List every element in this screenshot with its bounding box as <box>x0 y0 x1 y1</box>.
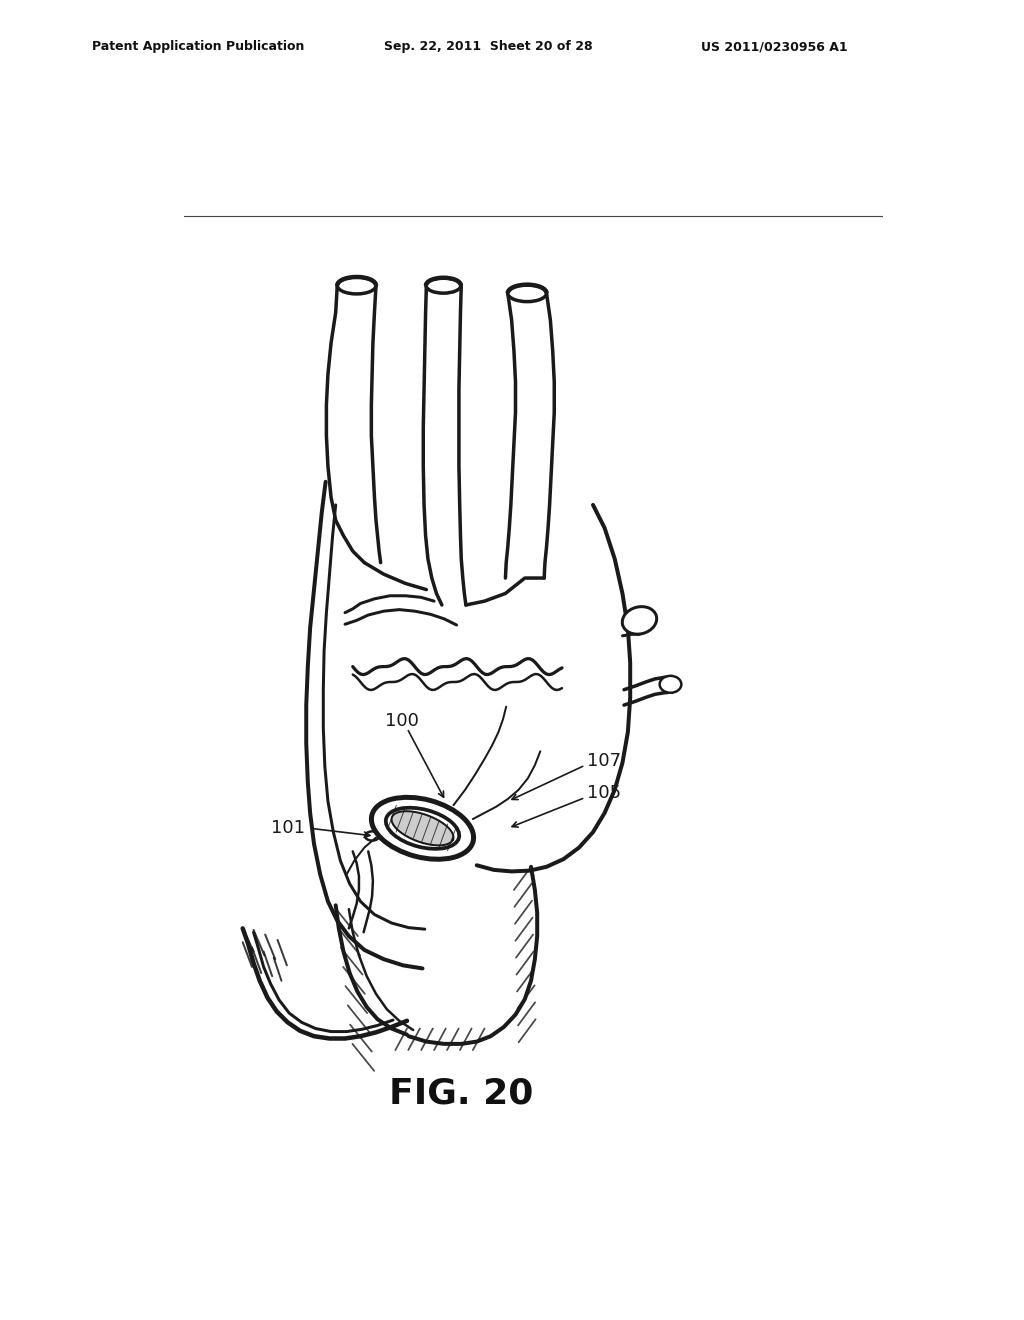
Text: FIG. 20: FIG. 20 <box>389 1077 534 1111</box>
Ellipse shape <box>426 277 461 293</box>
Text: Patent Application Publication: Patent Application Publication <box>92 40 304 53</box>
Ellipse shape <box>659 676 681 693</box>
Ellipse shape <box>508 285 547 302</box>
Ellipse shape <box>623 607 656 634</box>
Text: 107: 107 <box>587 751 621 770</box>
Ellipse shape <box>337 277 376 294</box>
Text: US 2011/0230956 A1: US 2011/0230956 A1 <box>701 40 848 53</box>
Polygon shape <box>391 812 454 845</box>
Text: Sep. 22, 2011  Sheet 20 of 28: Sep. 22, 2011 Sheet 20 of 28 <box>384 40 593 53</box>
Text: 100: 100 <box>385 711 419 730</box>
Ellipse shape <box>372 797 473 859</box>
Text: 105: 105 <box>587 784 621 801</box>
Text: 101: 101 <box>271 820 305 837</box>
